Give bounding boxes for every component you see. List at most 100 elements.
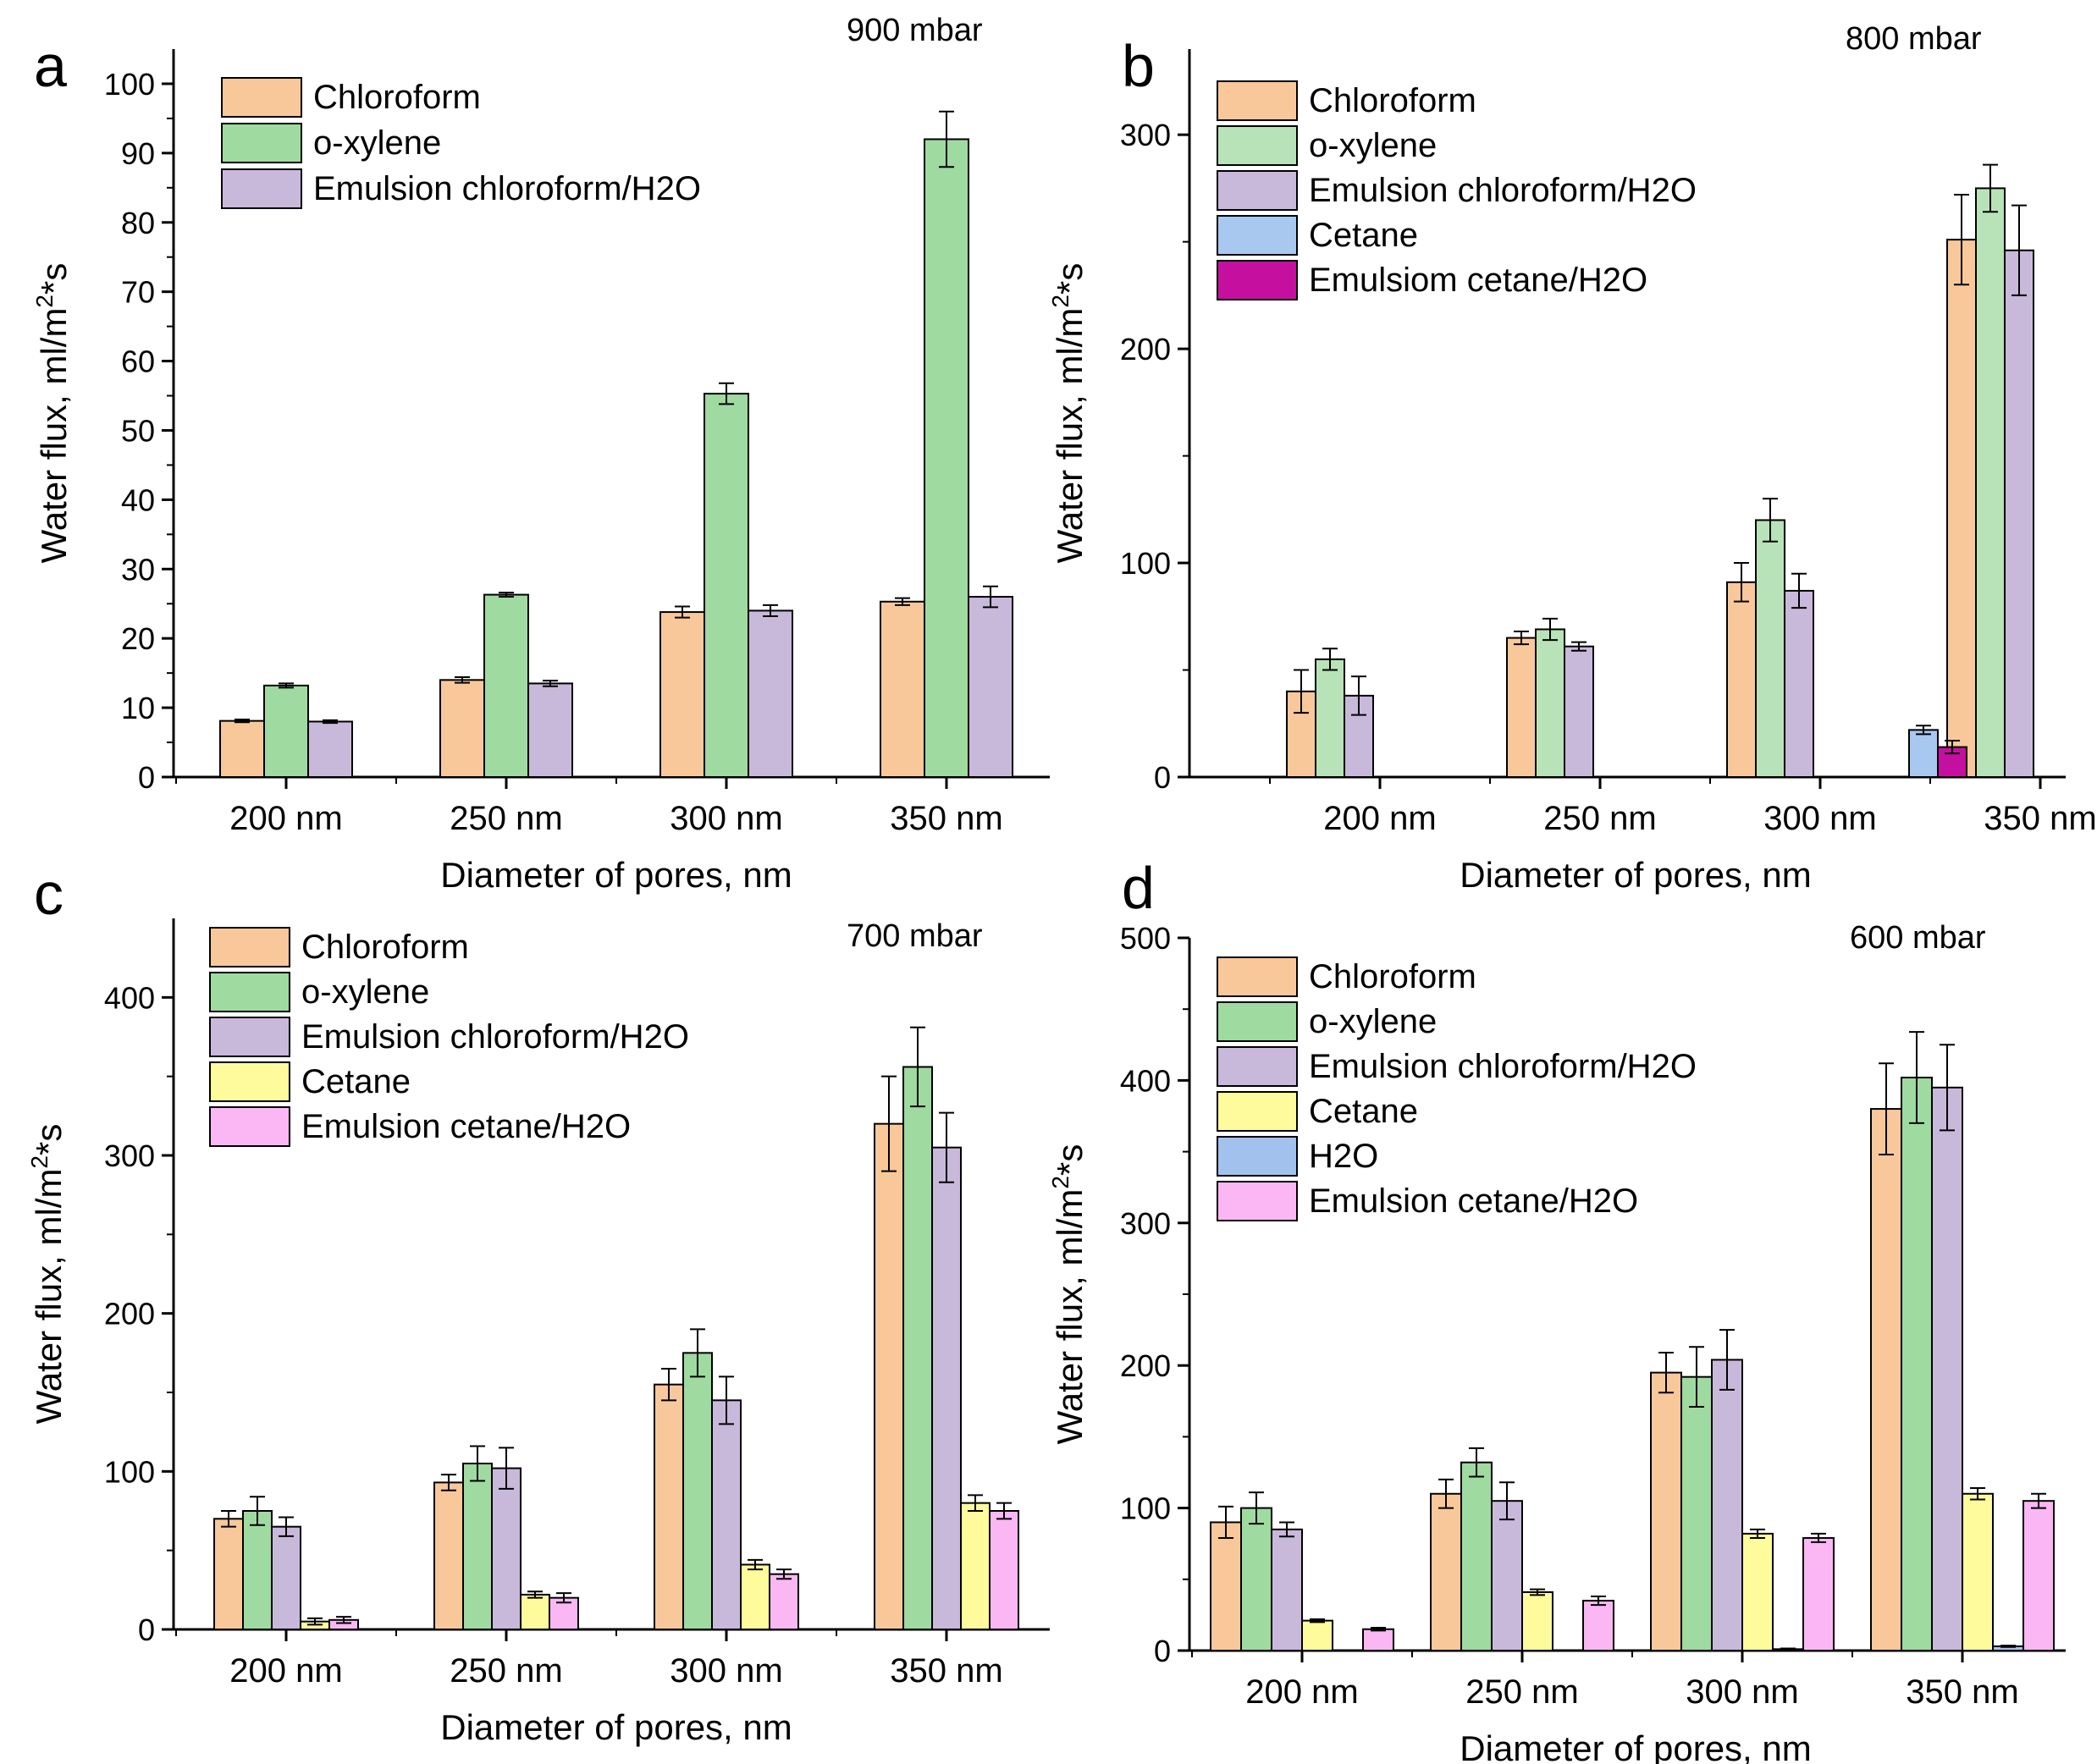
x-category-label: 350 nm: [890, 800, 1002, 837]
y-tick-label: 200: [1120, 1348, 1171, 1383]
y-axis-title: Water flux, ml/m2*s: [1047, 1144, 1090, 1445]
y-tick-label: 80: [121, 206, 155, 240]
bar-o-xylene: [1240, 1507, 1272, 1651]
legend-swatch: [1217, 1136, 1298, 1177]
y-tick-label: 100: [104, 67, 155, 102]
y-tick-label: 40: [121, 482, 155, 517]
bar-o-xylene: [1901, 1077, 1933, 1651]
bar-chloroform: [654, 1383, 684, 1630]
y-tick-label: 200: [1120, 332, 1171, 367]
legend-swatch: [209, 1061, 290, 1102]
x-category-label: 200 nm: [1245, 1673, 1358, 1711]
bar-emulsion-cetane-h2o: [1802, 1536, 1835, 1651]
y-tick-label: 70: [121, 275, 155, 310]
bar-emulsion-chloroform-h2o: [748, 609, 793, 779]
bar-chloroform: [439, 679, 485, 778]
bar-chloroform: [219, 719, 265, 779]
x-axis-title: Diameter of pores, nm: [1460, 1728, 1812, 1764]
y-axis-title-main: Water flux, ml/m: [29, 1169, 69, 1425]
legend-swatch: [1217, 1091, 1298, 1132]
y-tick-label: 400: [1120, 1063, 1171, 1098]
legend-swatch: [209, 972, 290, 1012]
bar-emulsion-cetane-h2o: [2023, 1500, 2055, 1652]
legend-label: Cetane: [1309, 217, 1418, 254]
bar-o-xylene: [462, 1463, 493, 1630]
y-tick-label: 300: [1120, 1206, 1171, 1241]
panel-d: 0 100 200 300 400 500 200 nm 250 nm 300 nm 350 nm…: [1047, 855, 2066, 1764]
legend-swatch: [1217, 125, 1298, 166]
bar-chloroform: [1506, 637, 1537, 779]
legend-swatch: [221, 77, 302, 118]
bar-o-xylene: [1975, 187, 2006, 779]
bar-emulsion-chloroform-h2o: [711, 1399, 742, 1631]
bar-chloroform: [880, 600, 925, 778]
y-axis-title: Water flux, ml/m2*s: [1047, 263, 1090, 564]
x-axis-title: Diameter of pores, nm: [1460, 855, 1812, 895]
x-category-label: 300 nm: [670, 800, 782, 837]
legend-swatch: [1217, 956, 1298, 997]
legend-swatch: [209, 1106, 290, 1147]
y-tick-label: 0: [1154, 1634, 1171, 1668]
x-category-label: 250 nm: [1465, 1673, 1578, 1711]
bar-emulsion-cetane-h2o: [769, 1573, 799, 1630]
panel-b: 0 100 200 300 200 nm 250 nm 300 nm 350 nm Chloro…: [1047, 21, 2097, 895]
legend-label: H2O: [1309, 1138, 1378, 1175]
y-axis-title-end: *s: [1050, 1144, 1090, 1176]
y-tick-label: 100: [104, 1454, 155, 1489]
y-tick-label: 200: [104, 1297, 155, 1331]
y-axis-title-main: Water flux, ml/m: [1050, 1189, 1090, 1445]
bar-emulsion-chloroform-h2o: [491, 1467, 521, 1630]
bar-emulsion-chloroform-h2o: [1491, 1500, 1523, 1652]
x-category-label: 350 nm: [1906, 1673, 2018, 1711]
bar-cetane: [960, 1502, 991, 1630]
x-category-label: 200 nm: [229, 1652, 342, 1690]
x-category-label: 300 nm: [1686, 1673, 1798, 1711]
bar-emulsion-chloroform-h2o: [1784, 589, 1814, 778]
y-axis-title-main: Water flux, ml/m: [1050, 308, 1090, 564]
bar-emulsion-chloroform-h2o: [307, 720, 353, 779]
bar-emulsion-chloroform-h2o: [1711, 1359, 1743, 1651]
bar-o-xylene: [242, 1510, 273, 1630]
y-axis-title: Water flux, ml/m2*s: [26, 1124, 69, 1425]
legend-swatch: [221, 168, 302, 209]
bar-cetane: [1962, 1492, 1994, 1652]
bar-emulsion-cetane-h2o: [1362, 1628, 1394, 1651]
legend-label: o-xylene: [1309, 1003, 1437, 1040]
x-category-label: 200 nm: [1323, 800, 1436, 837]
y-tick-label: 90: [121, 136, 155, 171]
legend-swatch: [221, 123, 302, 163]
y-tick-label: 0: [1154, 760, 1171, 795]
legend-label: Chloroform: [313, 79, 481, 116]
bar-cetane: [1741, 1532, 1774, 1651]
legend-swatch: [1217, 1001, 1298, 1042]
bar-cetane: [1301, 1619, 1333, 1651]
bar-emulsion-chloroform-h2o: [2004, 249, 2034, 778]
bar-o-xylene: [704, 393, 749, 778]
bar-chloroform: [1870, 1108, 1902, 1651]
bar-o-xylene: [1755, 519, 1785, 778]
panel-letter: d: [1122, 855, 1155, 921]
y-axis-title-superscript: 2: [1047, 295, 1073, 308]
legend-label: Emulsion cetane/H2O: [301, 1108, 631, 1145]
bar-emulsion-chloroform-h2o: [271, 1525, 301, 1630]
pressure-annotation: 700 mbar: [847, 918, 983, 954]
y-tick-label: 500: [1120, 921, 1171, 956]
panel-letter: a: [34, 33, 67, 99]
bar-o-xylene: [1535, 628, 1565, 778]
panel-letter: c: [34, 861, 63, 927]
legend-label: Cetane: [1309, 1093, 1418, 1130]
x-category-label: 250 nm: [450, 1652, 562, 1690]
bar-emulsion-cetane-h2o: [989, 1510, 1019, 1630]
y-tick-label: 0: [138, 760, 155, 795]
bar-chloroform: [213, 1518, 244, 1631]
legend-label: Emulsion chloroform/H2O: [301, 1018, 689, 1056]
legend-swatch: [1217, 170, 1298, 211]
x-category-label: 250 nm: [1543, 800, 1656, 837]
legend-label: o-xylene: [313, 124, 441, 162]
bar-chloroform: [1430, 1492, 1462, 1652]
bar-cetane: [740, 1563, 770, 1631]
y-tick-label: 30: [121, 552, 155, 587]
legend-swatch: [1217, 80, 1298, 121]
pressure-annotation: 600 mbar: [1850, 920, 1986, 956]
